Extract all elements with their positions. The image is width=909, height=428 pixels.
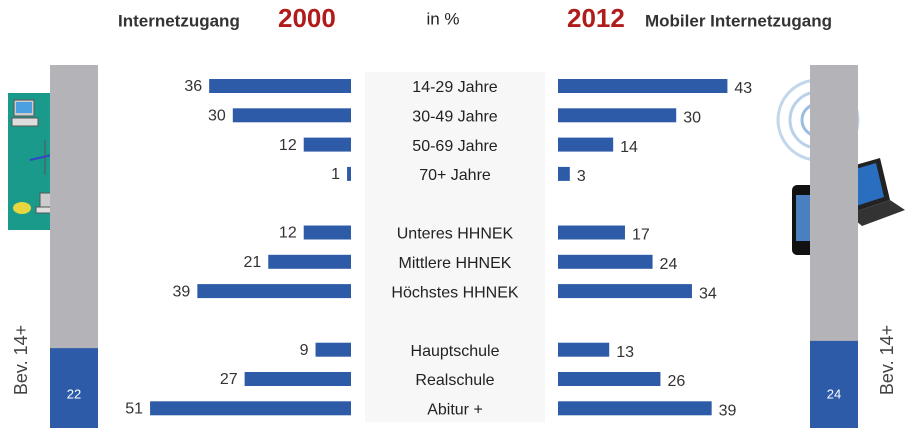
bar [347,167,351,181]
chart: Internetzugang 2000 in % 2012 Mobiler In… [0,0,909,428]
unit: in % [426,9,459,28]
value-label: 12 [279,225,297,242]
bar [558,401,712,415]
value-label: 3 [577,168,586,185]
bar [268,255,351,269]
category-label: Mittlere HHNEK [399,255,512,272]
category-label: Abitur + [427,402,483,419]
value-label: 39 [719,403,737,420]
population-title: Bev. 14+ [11,325,31,395]
category-label: 14-29 Jahre [412,79,497,96]
value-label: 26 [667,373,685,390]
value-label: 43 [734,80,752,97]
value-label: 12 [279,137,297,154]
bar [558,255,653,269]
bar [558,138,613,152]
population-label: 22 [67,386,81,401]
category-label: 50-69 Jahre [412,138,497,155]
value-label: 13 [616,344,634,361]
value-label: 34 [699,285,717,302]
category-label: Hauptschule [411,343,500,360]
bar [558,372,660,386]
population-bar [810,341,858,428]
left-title: Internetzugang [118,11,240,30]
bar [209,79,351,93]
bar [316,343,351,357]
value-label: 30 [208,108,226,125]
category-label: Realschule [415,372,494,389]
value-label: 36 [184,78,202,95]
bar [233,108,351,122]
bar [304,226,351,240]
population-title: Bev. 14+ [877,325,897,395]
category-label: 30-49 Jahre [412,109,497,126]
value-label: 30 [683,110,701,127]
value-label: 9 [300,342,309,359]
category-label: 70+ Jahre [419,167,491,184]
bar [558,167,570,181]
left-year: 2000 [278,3,336,33]
category-label: Unteres HHNEK [397,226,514,243]
value-label: 21 [243,254,261,271]
value-label: 51 [125,401,143,418]
value-label: 14 [620,139,638,156]
category-label: Höchstes HHNEK [391,284,518,301]
value-label: 39 [173,283,191,300]
bar [558,284,692,298]
value-label: 17 [632,227,650,244]
right-title: Mobiler Internetzugang [645,11,832,30]
bar [558,226,625,240]
value-label: 1 [331,166,340,183]
value-label: 24 [660,256,678,273]
right-year: 2012 [567,3,625,33]
bar [245,372,351,386]
bar [197,284,351,298]
bar [558,79,727,93]
value-label: 27 [220,371,238,388]
bar [558,343,609,357]
bar [304,138,351,152]
bar [150,401,351,415]
population-label: 24 [827,386,841,401]
bar [558,108,676,122]
